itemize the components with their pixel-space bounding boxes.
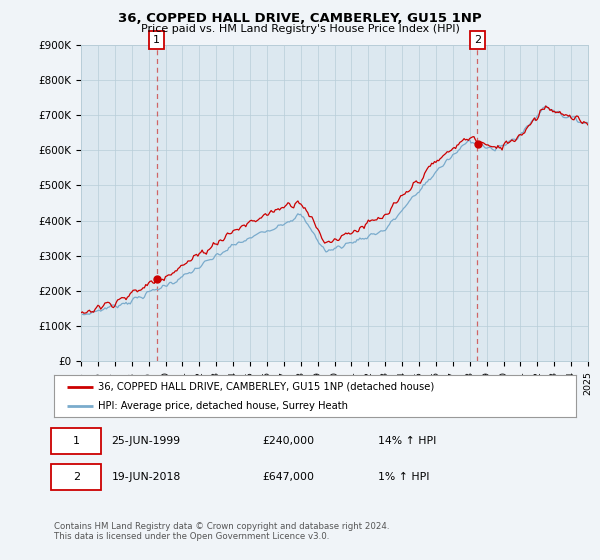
- Text: 2: 2: [73, 472, 80, 482]
- Text: £647,000: £647,000: [263, 472, 315, 482]
- Text: 14% ↑ HPI: 14% ↑ HPI: [377, 436, 436, 446]
- Text: 36, COPPED HALL DRIVE, CAMBERLEY, GU15 1NP (detached house): 36, COPPED HALL DRIVE, CAMBERLEY, GU15 1…: [98, 381, 434, 391]
- Text: 2: 2: [474, 35, 481, 45]
- Text: 1% ↑ HPI: 1% ↑ HPI: [377, 472, 429, 482]
- Text: 36, COPPED HALL DRIVE, CAMBERLEY, GU15 1NP: 36, COPPED HALL DRIVE, CAMBERLEY, GU15 1…: [118, 12, 482, 25]
- Text: 25-JUN-1999: 25-JUN-1999: [112, 436, 181, 446]
- Text: 1: 1: [153, 35, 160, 45]
- Text: HPI: Average price, detached house, Surrey Heath: HPI: Average price, detached house, Surr…: [98, 401, 349, 411]
- FancyBboxPatch shape: [52, 428, 101, 454]
- Text: £240,000: £240,000: [263, 436, 315, 446]
- Text: Contains HM Land Registry data © Crown copyright and database right 2024.
This d: Contains HM Land Registry data © Crown c…: [54, 522, 389, 542]
- Text: Price paid vs. HM Land Registry's House Price Index (HPI): Price paid vs. HM Land Registry's House …: [140, 24, 460, 34]
- Text: 19-JUN-2018: 19-JUN-2018: [112, 472, 181, 482]
- Text: 1: 1: [73, 436, 80, 446]
- FancyBboxPatch shape: [52, 464, 101, 491]
